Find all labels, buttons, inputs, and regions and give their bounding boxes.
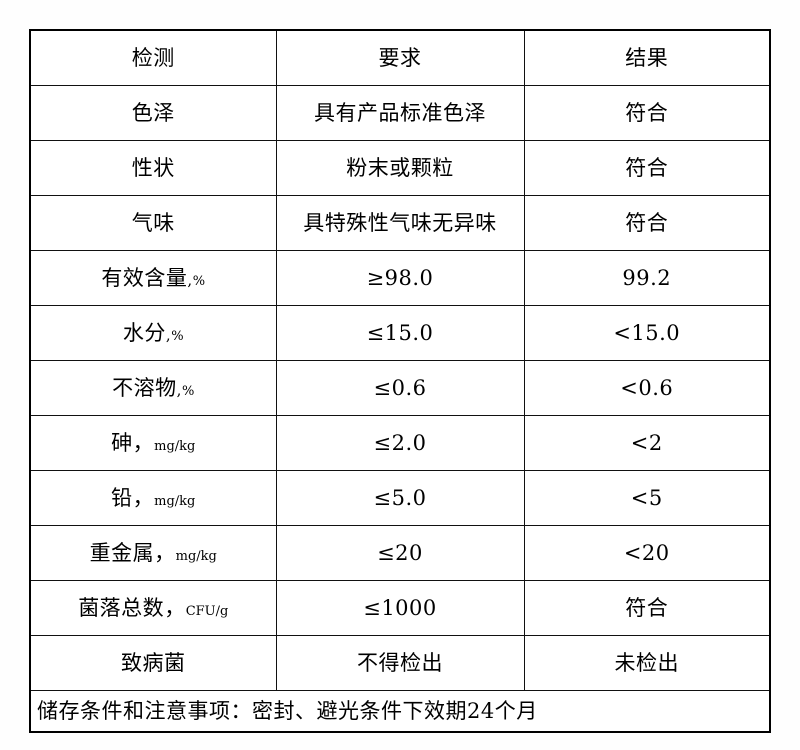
- item-label: 有效含量: [101, 265, 188, 290]
- item-unit: %: [171, 328, 184, 344]
- table-row: 铅，mg/kg ≤5.0 <5: [29, 470, 771, 526]
- table-row: 重金属，mg/kg ≤20 <20: [29, 525, 771, 581]
- table-row: 不溶物,% ≤0.6 <0.6: [29, 360, 771, 416]
- item-unit: %: [192, 273, 206, 289]
- table-row: 有效含量,% ≥98.0 99.2: [29, 250, 771, 306]
- cell-result: <5: [523, 470, 771, 526]
- cell-item: 气味: [29, 195, 277, 251]
- cell-requirement: ≥98.0: [275, 250, 525, 306]
- item-unit: CFU/g: [185, 603, 229, 619]
- cell-item: 色泽: [29, 85, 277, 141]
- column-header-item: 检测: [29, 29, 277, 86]
- cell-requirement: 具有产品标准色泽: [275, 85, 525, 141]
- table-row: 致病菌 不得检出 未检出: [29, 635, 771, 691]
- item-unit-separator: ，: [132, 485, 155, 510]
- cell-result: <0.6: [523, 360, 771, 416]
- cell-result: 符合: [523, 85, 771, 141]
- item-label: 性状: [131, 155, 175, 180]
- product-specification-table: 检测 要求 结果 色泽 具有产品标准色泽 符合 性状 粉末或颗粒 符合 气味 具…: [29, 29, 771, 733]
- cell-item: 菌落总数，CFU/g: [29, 580, 277, 636]
- storage-conditions-note: 储存条件和注意事项：密封、避光条件下效期24个月: [29, 690, 771, 733]
- cell-result: <15.0: [523, 305, 771, 361]
- cell-result: 99.2: [523, 250, 771, 306]
- item-label: 水分: [122, 320, 166, 345]
- cell-result: 符合: [523, 140, 771, 196]
- table-row: 性状 粉末或颗粒 符合: [29, 140, 771, 196]
- item-label: 致病菌: [121, 650, 186, 675]
- cell-requirement: ≤0.6: [275, 360, 525, 416]
- cell-item: 致病菌: [29, 635, 277, 691]
- table-header-row: 检测 要求 结果: [29, 29, 771, 86]
- column-header-result: 结果: [523, 29, 771, 86]
- item-unit: mg/kg: [175, 548, 217, 564]
- cell-result: <2: [523, 415, 771, 471]
- table-row: 色泽 具有产品标准色泽 符合: [29, 85, 771, 141]
- cell-result: 符合: [523, 580, 771, 636]
- cell-item: 不溶物,%: [29, 360, 277, 416]
- item-unit-separator: ，: [154, 540, 176, 565]
- cell-result: <20: [523, 525, 771, 581]
- item-label: 色泽: [131, 100, 175, 125]
- item-label: 重金属: [89, 540, 155, 565]
- item-label: 砷: [111, 430, 133, 455]
- cell-item: 铅，mg/kg: [29, 470, 277, 526]
- item-unit-separator: ,: [187, 270, 193, 289]
- column-header-requirement: 要求: [275, 29, 525, 86]
- item-label: 铅: [111, 485, 133, 510]
- cell-item: 砷，mg/kg: [29, 415, 277, 471]
- table-row: 菌落总数，CFU/g ≤1000 符合: [29, 580, 771, 636]
- cell-requirement: ≤20: [275, 525, 525, 581]
- cell-result: 未检出: [523, 635, 771, 691]
- cell-item: 水分,%: [29, 305, 277, 361]
- cell-item: 性状: [29, 140, 277, 196]
- cell-requirement: ≤2.0: [275, 415, 525, 471]
- cell-requirement: 粉末或颗粒: [275, 140, 525, 196]
- cell-requirement: ≤1000: [275, 580, 525, 636]
- cell-item: 重金属，mg/kg: [29, 525, 277, 581]
- item-unit: %: [181, 383, 195, 399]
- table-footnote-row: 储存条件和注意事项：密封、避光条件下效期24个月: [29, 690, 771, 733]
- cell-requirement: 具特殊性气味无异味: [275, 195, 525, 251]
- cell-requirement: ≤5.0: [275, 470, 525, 526]
- table-body: 检测 要求 结果 色泽 具有产品标准色泽 符合 性状 粉末或颗粒 符合 气味 具…: [29, 29, 771, 733]
- table-row: 气味 具特殊性气味无异味 符合: [29, 195, 771, 251]
- item-unit: mg/kg: [154, 493, 196, 509]
- cell-requirement: ≤15.0: [275, 305, 525, 361]
- item-label: 菌落总数: [78, 595, 165, 620]
- item-unit-separator: ，: [132, 430, 155, 455]
- item-label: 不溶物: [112, 375, 177, 400]
- table-row: 水分,% ≤15.0 <15.0: [29, 305, 771, 361]
- item-unit-separator: ，: [164, 595, 186, 620]
- cell-requirement: 不得检出: [275, 635, 525, 691]
- cell-result: 符合: [523, 195, 771, 251]
- item-unit-separator: ,: [176, 380, 182, 399]
- item-unit: mg/kg: [154, 438, 196, 454]
- cell-item: 有效含量,%: [29, 250, 277, 306]
- table-row: 砷，mg/kg ≤2.0 <2: [29, 415, 771, 471]
- item-label: 气味: [131, 210, 175, 235]
- item-unit-separator: ,: [165, 325, 172, 344]
